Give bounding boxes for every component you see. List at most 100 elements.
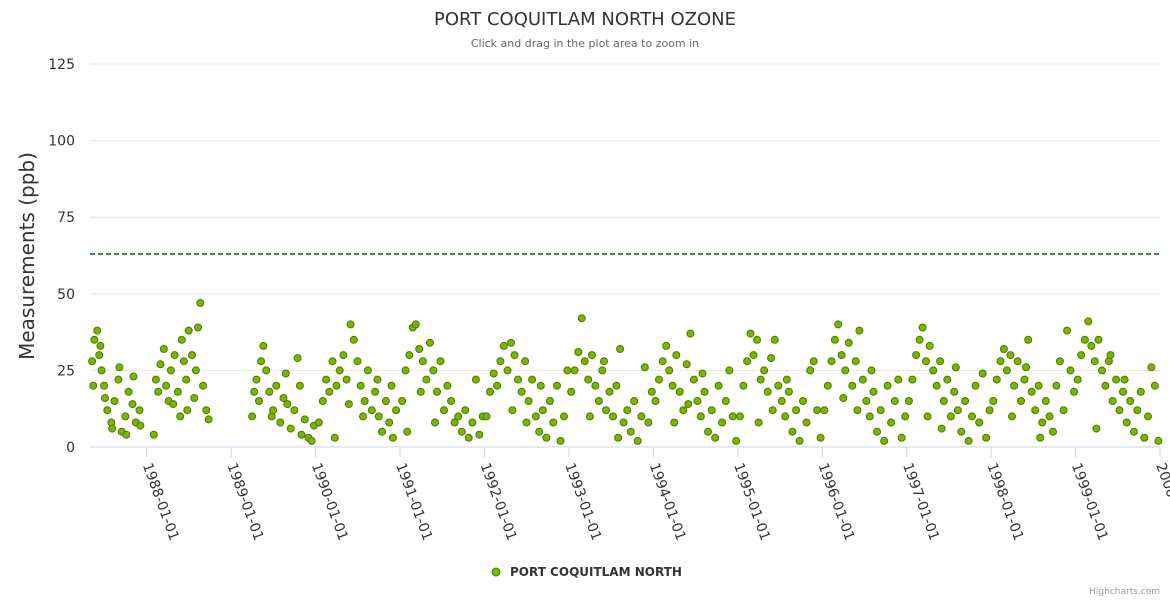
data-point[interactable] — [499, 341, 508, 350]
data-point[interactable] — [1136, 387, 1145, 396]
data-point[interactable] — [276, 418, 285, 427]
data-point[interactable] — [149, 430, 158, 439]
data-point[interactable] — [293, 354, 302, 363]
data-point[interactable] — [865, 412, 874, 421]
data-point[interactable] — [295, 381, 304, 390]
data-point[interactable] — [538, 406, 547, 415]
data-point[interactable] — [339, 351, 348, 360]
data-point[interactable] — [802, 418, 811, 427]
data-point[interactable] — [93, 326, 102, 335]
data-point[interactable] — [1090, 357, 1099, 366]
data-point[interactable] — [1055, 357, 1064, 366]
data-point[interactable] — [630, 397, 639, 405]
data-point[interactable] — [992, 375, 1001, 384]
data-point[interactable] — [567, 387, 576, 396]
data-point[interactable] — [971, 381, 980, 390]
data-point[interactable] — [665, 366, 674, 375]
data-point[interactable] — [353, 357, 362, 366]
data-point[interactable] — [770, 335, 779, 344]
data-point[interactable] — [482, 412, 491, 421]
data-point[interactable] — [440, 406, 448, 415]
data-point[interactable] — [746, 329, 755, 338]
data-point[interactable] — [415, 345, 424, 353]
data-point[interactable] — [777, 397, 786, 405]
data-point[interactable] — [1059, 406, 1068, 415]
data-point[interactable] — [194, 323, 202, 332]
data-point[interactable] — [784, 387, 793, 396]
data-point[interactable] — [521, 357, 530, 366]
data-point[interactable] — [128, 400, 137, 409]
data-point[interactable] — [1098, 366, 1106, 375]
data-point[interactable] — [135, 406, 144, 415]
data-point[interactable] — [300, 415, 309, 424]
data-point[interactable] — [176, 412, 185, 421]
data-point[interactable] — [307, 436, 316, 445]
data-point[interactable] — [1034, 381, 1043, 390]
data-point[interactable] — [563, 366, 572, 375]
data-point[interactable] — [524, 397, 533, 405]
data-point[interactable] — [262, 366, 271, 375]
data-point[interactable] — [151, 375, 160, 384]
data-point[interactable] — [946, 412, 955, 421]
data-point[interactable] — [202, 406, 211, 415]
data-point[interactable] — [887, 418, 896, 427]
data-point[interactable] — [279, 394, 288, 402]
data-point[interactable] — [768, 406, 777, 415]
data-point[interactable] — [553, 381, 561, 390]
data-point[interactable] — [129, 372, 138, 381]
data-point[interactable] — [961, 397, 970, 405]
data-point[interactable] — [640, 363, 649, 372]
data-point[interactable] — [508, 406, 517, 415]
data-point[interactable] — [950, 387, 959, 396]
data-point[interactable] — [401, 366, 410, 375]
data-point[interactable] — [183, 406, 192, 415]
data-point[interactable] — [1010, 381, 1019, 390]
data-point[interactable] — [177, 335, 186, 344]
data-point[interactable] — [179, 357, 188, 366]
data-point[interactable] — [813, 406, 822, 415]
data-point[interactable] — [999, 345, 1008, 353]
data-point[interactable] — [614, 433, 623, 442]
data-point[interactable] — [689, 375, 698, 384]
data-point[interactable] — [166, 366, 175, 375]
data-point[interactable] — [670, 418, 679, 427]
data-point[interactable] — [693, 397, 702, 405]
data-point[interactable] — [686, 329, 695, 338]
data-point[interactable] — [707, 406, 716, 415]
data-point[interactable] — [880, 436, 889, 445]
data-point[interactable] — [867, 366, 876, 375]
data-point[interactable] — [975, 418, 984, 427]
data-point[interactable] — [584, 375, 593, 384]
data-point[interactable] — [124, 387, 133, 396]
data-point[interactable] — [623, 406, 632, 415]
data-point[interactable] — [398, 397, 407, 405]
data-point[interactable] — [373, 375, 382, 384]
data-point[interactable] — [416, 387, 425, 396]
data-point[interactable] — [876, 406, 885, 415]
data-point[interactable] — [281, 369, 290, 378]
data-point[interactable] — [1115, 406, 1124, 415]
data-point[interactable] — [616, 345, 625, 353]
data-point[interactable] — [90, 335, 99, 344]
data-point[interactable] — [475, 430, 484, 439]
data-point[interactable] — [447, 397, 456, 405]
data-point[interactable] — [283, 400, 292, 409]
data-point[interactable] — [577, 314, 586, 323]
data-point[interactable] — [1049, 427, 1057, 436]
data-point[interactable] — [318, 397, 327, 405]
data-point[interactable] — [1154, 436, 1163, 445]
data-point[interactable] — [721, 397, 730, 405]
data-point[interactable] — [156, 360, 165, 369]
data-point[interactable] — [915, 335, 924, 344]
data-point[interactable] — [806, 366, 815, 375]
data-point[interactable] — [735, 412, 744, 421]
data-point[interactable] — [939, 397, 948, 405]
data-point[interactable] — [330, 433, 339, 442]
data-point[interactable] — [425, 338, 434, 347]
data-point[interactable] — [1017, 397, 1025, 405]
data-point[interactable] — [493, 381, 502, 390]
data-point[interactable] — [957, 427, 966, 436]
data-point[interactable] — [781, 412, 790, 421]
data-point[interactable] — [672, 351, 681, 360]
